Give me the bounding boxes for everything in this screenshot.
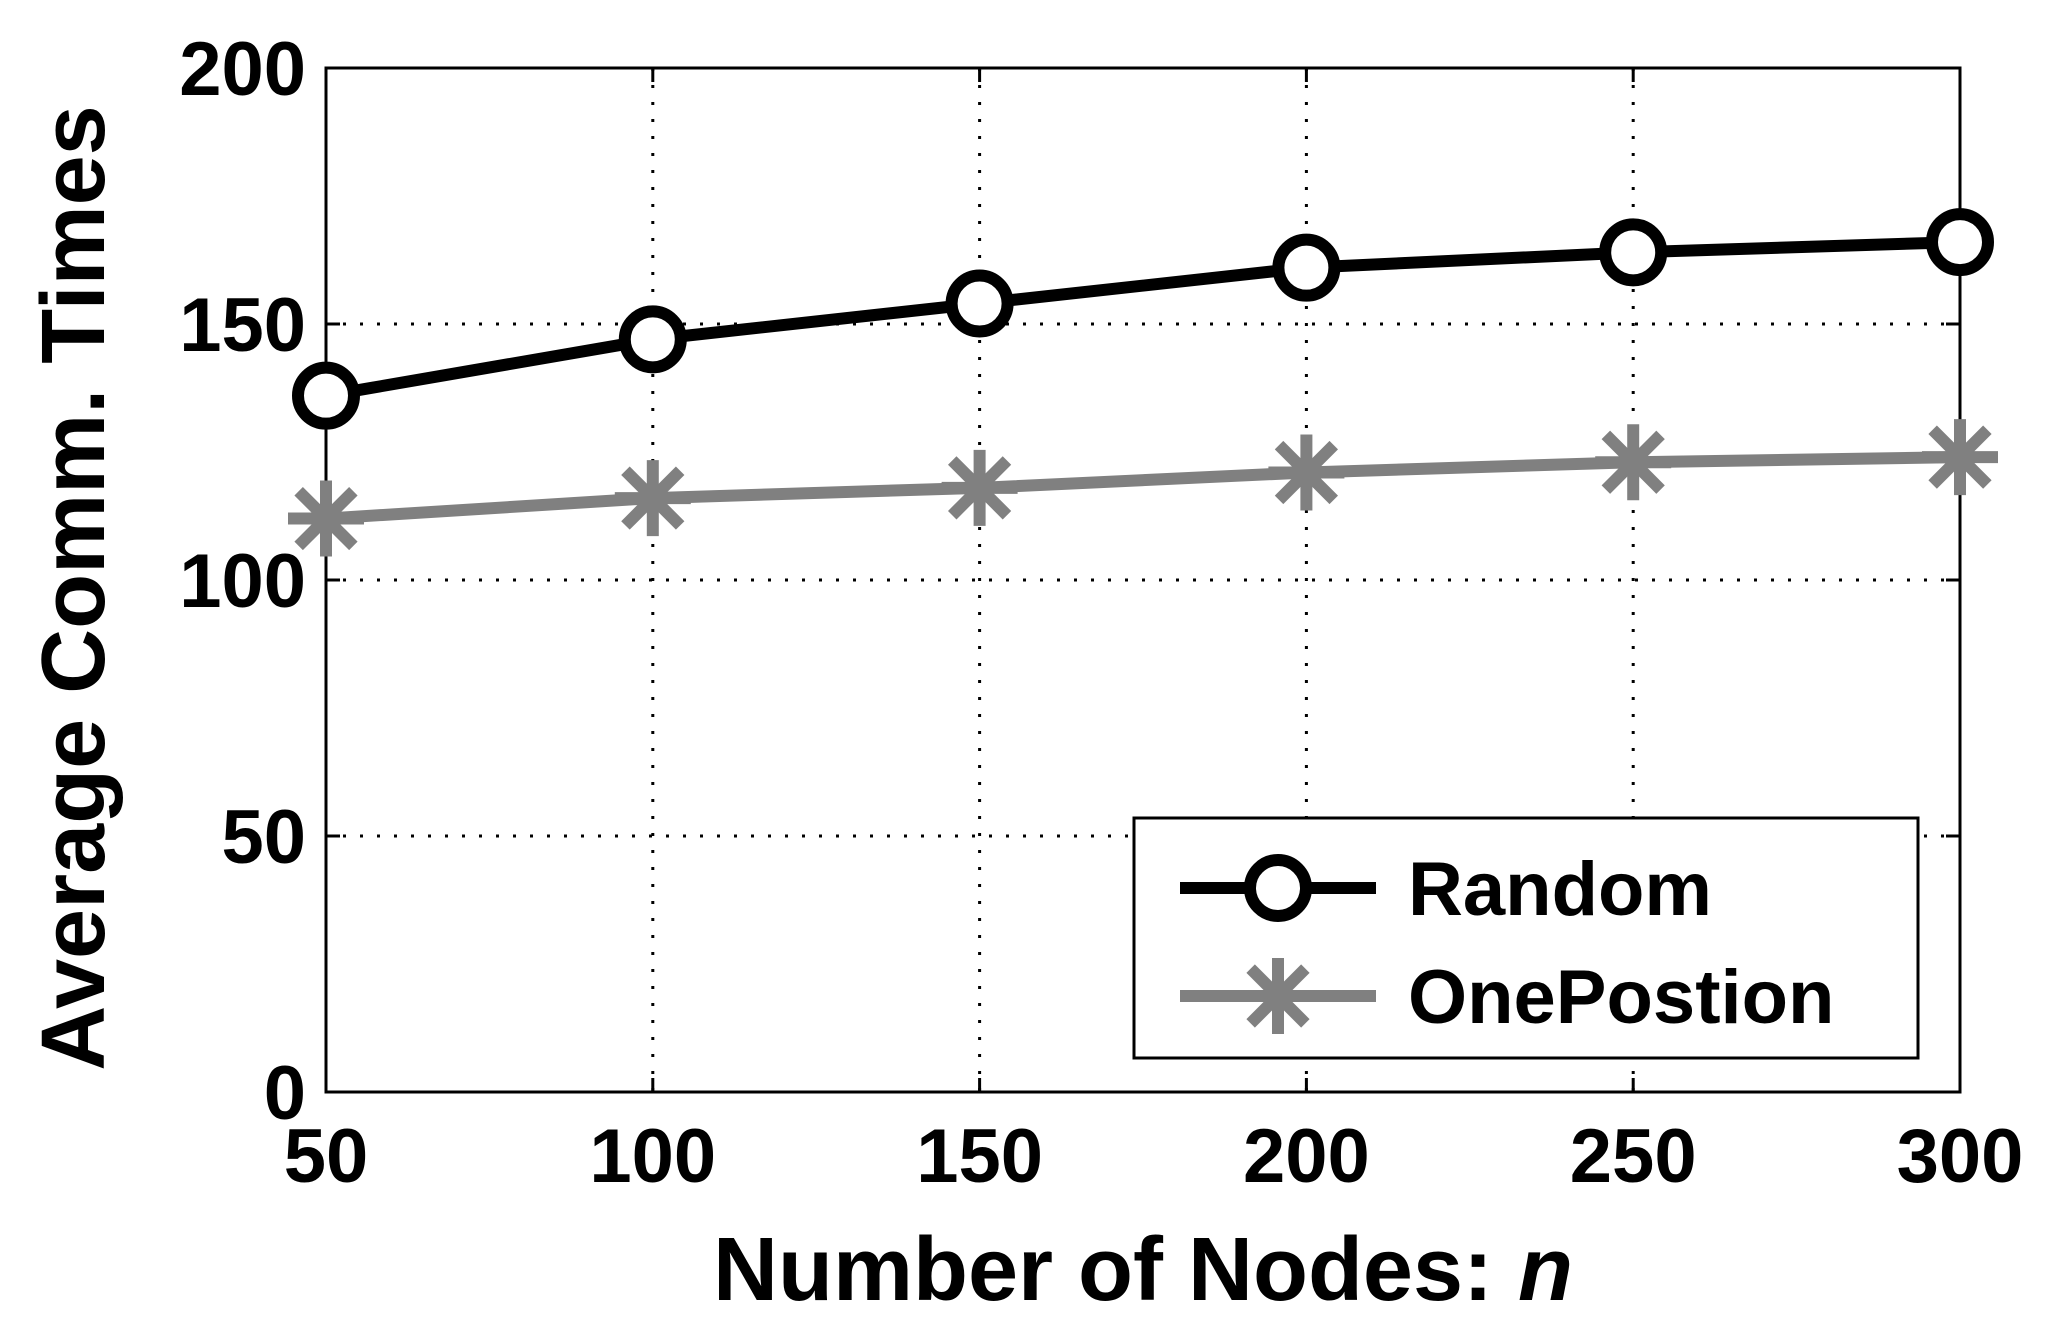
y-tick-label: 0 <box>264 1051 306 1136</box>
x-axis-title-text: Number of Nodes: <box>713 1220 1518 1320</box>
legend-label-random: Random <box>1408 847 1712 932</box>
legend-marker-random <box>1244 854 1312 922</box>
y-tick-label: 50 <box>221 795 306 880</box>
series-onepostion <box>288 419 1998 557</box>
x-tick-label: 250 <box>1570 1114 1697 1199</box>
data-point-onepostion <box>1268 434 1345 511</box>
data-point-onepostion <box>1922 419 1998 496</box>
data-point-random <box>1599 218 1668 287</box>
data-point-onepostion <box>1595 424 1672 501</box>
series-random <box>292 208 1994 430</box>
y-tick-label: 200 <box>179 27 306 112</box>
x-tick-label: 100 <box>589 1114 716 1199</box>
legend: Random OnePostion <box>1132 816 1920 1060</box>
asterisk-stroke <box>1274 440 1339 505</box>
asterisk-stroke <box>1928 425 1992 489</box>
x-axis-title-variable: n <box>1518 1220 1573 1320</box>
legend-marker-onepostion <box>1240 958 1316 1034</box>
y-tick-label: 150 <box>179 283 306 368</box>
asterisk-stroke <box>1601 430 1665 494</box>
x-tick-label: 200 <box>1243 1114 1370 1199</box>
data-point-random <box>618 305 687 374</box>
legend-item-random: Random <box>1180 847 1712 932</box>
series-line-random <box>324 236 1961 402</box>
data-point-onepostion <box>614 460 691 537</box>
x-axis-title: Number of Nodes: n <box>713 1220 1573 1320</box>
series-layer <box>288 208 1998 557</box>
data-point-onepostion <box>941 449 1018 526</box>
x-tick-label: 300 <box>1897 1114 2024 1199</box>
y-axis-title: Average Comm. Times <box>24 105 124 1070</box>
asterisk-stroke <box>294 486 358 551</box>
data-point-random <box>1926 208 1994 277</box>
data-point-random <box>292 361 360 430</box>
legend-item-onepostion: OnePostion <box>1180 955 1834 1040</box>
data-point-random <box>945 269 1014 338</box>
legend-label-onepostion: OnePostion <box>1408 955 1834 1040</box>
x-tick-label: 50 <box>284 1114 369 1199</box>
y-tick-label: 100 <box>179 539 306 624</box>
asterisk-stroke <box>1246 964 1310 1028</box>
data-point-random <box>1272 233 1341 302</box>
x-tick-label: 150 <box>916 1114 1043 1199</box>
series-line-onepostion <box>325 451 1961 525</box>
asterisk-stroke <box>621 466 685 530</box>
data-point-onepostion <box>288 480 364 557</box>
asterisk-stroke <box>947 456 1012 520</box>
